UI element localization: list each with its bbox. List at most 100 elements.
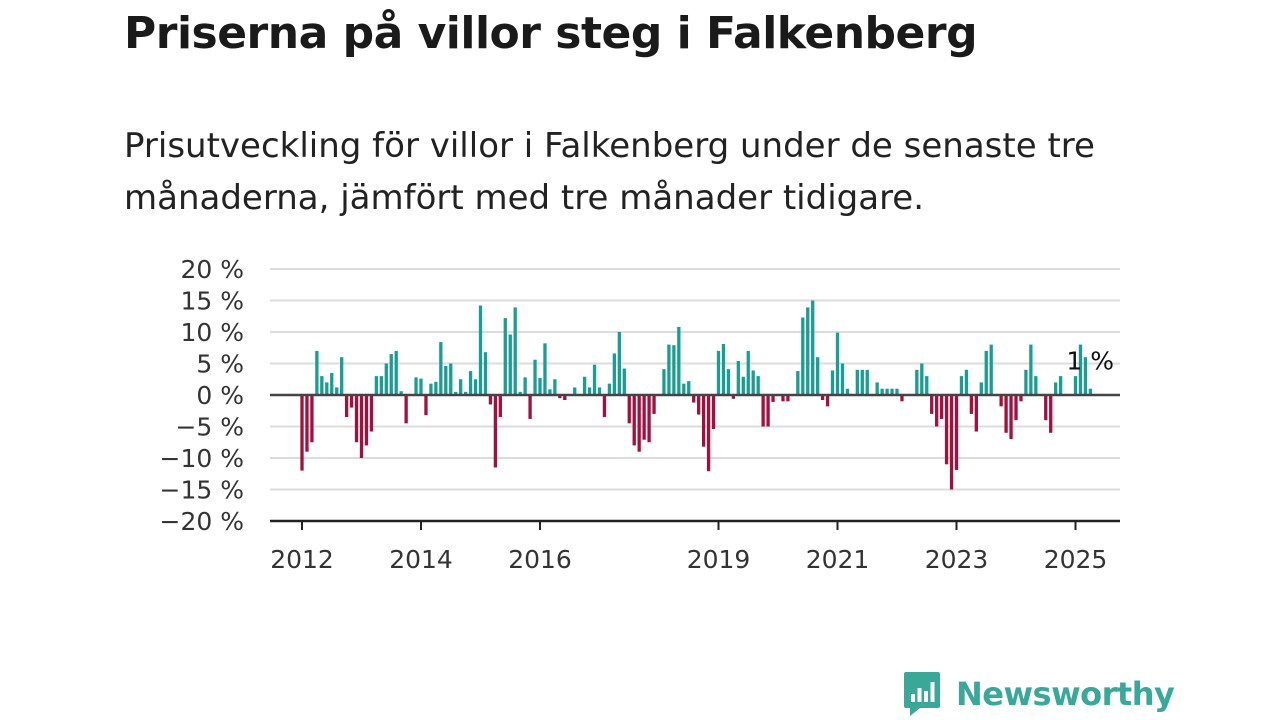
bar	[796, 371, 800, 395]
bar	[1073, 376, 1078, 395]
bar	[330, 372, 334, 395]
bar	[454, 391, 458, 395]
bar	[597, 387, 602, 395]
bar	[895, 388, 899, 395]
bar	[587, 387, 592, 395]
bar	[711, 395, 716, 430]
bar	[419, 378, 423, 395]
bar	[1014, 395, 1018, 421]
bar	[493, 395, 498, 468]
bar	[672, 345, 676, 395]
bar	[310, 395, 314, 443]
bar	[369, 395, 374, 432]
bar	[1083, 357, 1088, 395]
bar	[835, 332, 840, 395]
bar	[468, 371, 473, 395]
bar	[647, 395, 651, 443]
y-tick-label: 5 %	[196, 350, 244, 379]
bar	[766, 395, 770, 427]
y-tick-label: −5 %	[175, 413, 244, 442]
newsworthy-logo-text: Newsworthy	[956, 675, 1175, 713]
bar	[781, 395, 785, 402]
bar	[1058, 376, 1063, 395]
bar	[984, 350, 988, 395]
bar	[1024, 369, 1028, 395]
x-axis-labels: 2012 2014 2016 2019 2021 2023 2025	[270, 521, 1107, 574]
bar	[340, 357, 344, 395]
bar	[652, 395, 656, 414]
bar	[721, 343, 726, 395]
bar	[667, 344, 671, 395]
bar	[394, 350, 398, 395]
bar	[726, 369, 731, 395]
x-tick-label: 2016	[508, 545, 572, 574]
x-tick-label: 2025	[1044, 545, 1108, 574]
gridlines	[270, 268, 1120, 491]
bar	[806, 307, 810, 395]
bar	[463, 391, 468, 395]
bar	[1019, 395, 1023, 402]
bar	[1044, 395, 1048, 421]
bar	[642, 395, 646, 440]
bar	[964, 369, 969, 395]
bar	[811, 300, 815, 395]
bar	[389, 354, 393, 395]
bar	[969, 395, 974, 414]
bar	[860, 369, 864, 395]
bar	[414, 377, 418, 395]
bar	[424, 395, 428, 416]
bar	[900, 395, 904, 402]
bar	[801, 317, 805, 395]
bar	[677, 326, 681, 395]
bar	[944, 395, 949, 465]
bar	[434, 381, 438, 395]
bar	[1078, 344, 1083, 395]
bar	[865, 369, 869, 395]
bar	[1034, 376, 1038, 395]
bar	[617, 332, 621, 395]
bar	[939, 395, 944, 419]
annotation-label: 1 %	[1066, 347, 1114, 376]
bar	[488, 395, 493, 405]
y-tick-label: 0 %	[196, 381, 244, 410]
bar	[1049, 395, 1053, 433]
bar	[399, 391, 403, 395]
bar	[354, 395, 359, 443]
bar	[830, 370, 835, 395]
bar	[662, 369, 666, 395]
bar	[1009, 395, 1013, 440]
bar	[349, 395, 354, 408]
bar	[1088, 388, 1093, 395]
bar	[543, 343, 547, 395]
bar	[746, 350, 750, 395]
bar	[602, 395, 607, 418]
x-tick-label: 2021	[806, 545, 870, 574]
bar	[439, 342, 443, 395]
bar	[503, 318, 507, 395]
bar	[379, 376, 383, 395]
bar	[538, 377, 542, 395]
bar	[459, 379, 463, 395]
y-tick-label: −20 %	[160, 507, 244, 536]
bar	[359, 395, 364, 458]
bar	[449, 363, 453, 395]
bar	[632, 395, 636, 446]
bar	[989, 344, 993, 395]
bar	[563, 395, 567, 401]
bar	[736, 360, 740, 395]
bar	[553, 379, 557, 395]
bar	[687, 381, 691, 395]
bar	[305, 395, 309, 452]
bar	[518, 391, 522, 395]
y-tick-label: −10 %	[160, 444, 244, 473]
bar	[885, 388, 889, 395]
y-tick-label: 20 %	[180, 255, 244, 284]
bar	[875, 382, 879, 395]
bar	[429, 383, 433, 395]
bar	[915, 369, 919, 395]
bar	[706, 395, 711, 472]
bar	[374, 376, 379, 395]
bar	[444, 366, 448, 395]
bar	[300, 395, 304, 471]
